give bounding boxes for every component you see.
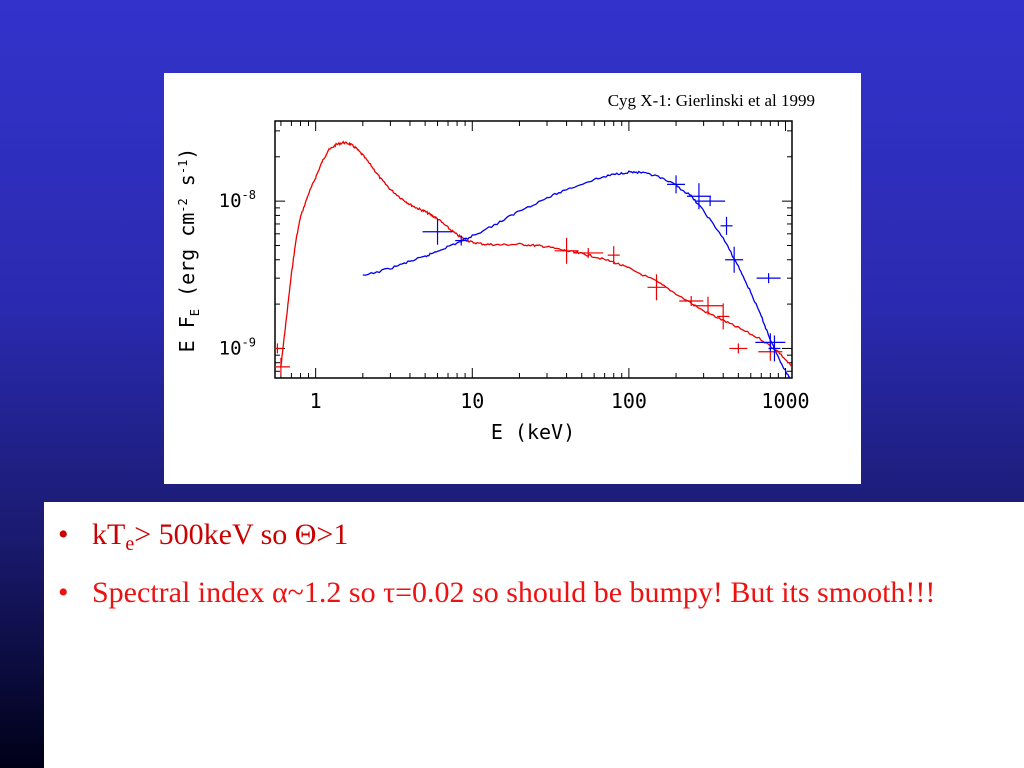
plot-frame xyxy=(274,120,793,379)
axis-ticks xyxy=(275,121,792,378)
text-panel: • kTe> 500keV so Θ>1 • Spectral index α~… xyxy=(44,502,1024,768)
y-axis-label: E FE (erg cm-2 s-1) xyxy=(175,148,202,353)
figure-panel: Cyg X-1: Gierlinski et al 1999 1 10 100 100… xyxy=(164,73,861,484)
bullet-text-1-part-b: > 500keV so Θ>1 xyxy=(134,518,349,551)
series-line-1 xyxy=(280,140,792,368)
bullet-marker: • xyxy=(58,518,69,551)
x-tick-label: 1000 xyxy=(761,389,809,413)
y-tick-label: 10-8 xyxy=(219,188,256,212)
x-axis-label: E (keV) xyxy=(491,420,575,444)
bullet-marker: • xyxy=(58,576,69,609)
spectrum-chart: Cyg X-1: Gierlinski et al 1999 1 10 100 100… xyxy=(175,91,815,444)
y-tick-label: 10-9 xyxy=(219,335,256,359)
bullet-text-1: kTe> 500keV so Θ>1 xyxy=(92,515,1002,564)
error-bar-layer xyxy=(275,175,786,376)
bullet-text-1-part-a: kT xyxy=(92,518,126,551)
series-layer xyxy=(280,140,792,378)
x-tick-label: 10 xyxy=(460,389,484,413)
bullet-text-2: Spectral index α~1.2 so τ=0.02 so should… xyxy=(92,576,936,609)
chart-title: Cyg X-1: Gierlinski et al 1999 xyxy=(608,91,815,110)
bullet-text-1-subscript: e xyxy=(125,533,135,555)
x-tick-label: 1 xyxy=(310,389,322,413)
tick-labels: 1 10 100 1000 10-9 10-8 xyxy=(219,188,810,413)
series-line-2 xyxy=(362,170,791,378)
x-tick-label: 100 xyxy=(611,389,647,413)
